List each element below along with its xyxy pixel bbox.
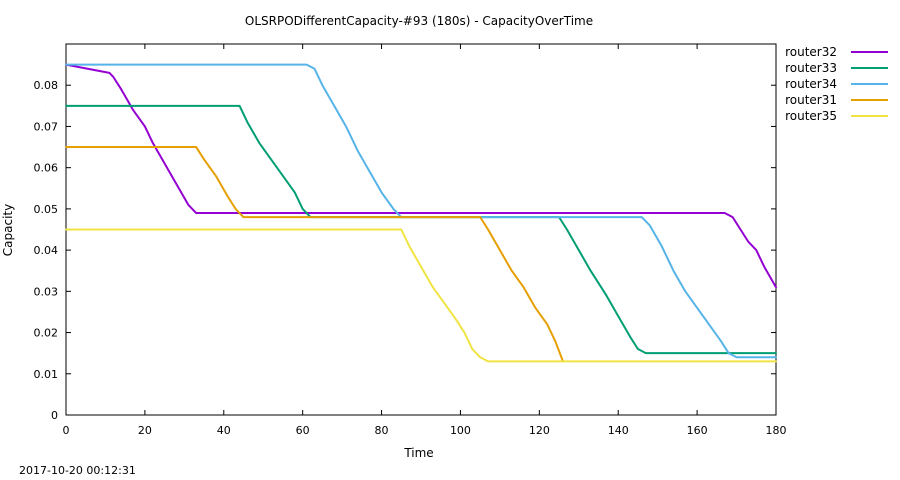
- y-tick-label: 0.07: [34, 120, 59, 133]
- y-tick-label: 0.08: [34, 79, 59, 92]
- series-layer: [65, 63, 777, 363]
- series-line-router34: [65, 63, 777, 359]
- x-tick-label: 120: [529, 424, 550, 437]
- x-axis: 0 20 40 60 80 100 120 140 160 180: [63, 44, 787, 437]
- y-axis-label: Capacity: [1, 204, 15, 256]
- x-tick-label: 20: [138, 424, 152, 437]
- y-tick-label: 0.05: [34, 203, 59, 216]
- y-tick-label: 0.01: [34, 368, 59, 381]
- series-line-router35: [65, 228, 777, 363]
- x-tick-label: 100: [450, 424, 471, 437]
- x-tick-label: 40: [217, 424, 231, 437]
- y-tick-label: 0.03: [34, 285, 59, 298]
- y-tick-label: 0.04: [34, 244, 59, 257]
- x-tick-label: 180: [766, 424, 787, 437]
- y-axis: 0 0.01 0.02 0.03 0.04 0.05 0.06 0.07 0.08: [34, 79, 776, 422]
- x-axis-label: Time: [403, 446, 433, 460]
- y-tick-label: 0.06: [34, 162, 59, 175]
- legend-label-router31: router31: [785, 93, 837, 107]
- x-tick-label: 140: [608, 424, 629, 437]
- timestamp-label: 2017-10-20 00:12:31: [19, 464, 136, 477]
- legend-label-router34: router34: [785, 77, 837, 91]
- legend-label-router35: router35: [785, 109, 837, 123]
- x-tick-label: 0: [63, 424, 70, 437]
- x-tick-label: 80: [375, 424, 389, 437]
- x-tick-label: 160: [687, 424, 708, 437]
- series-line-router31: [65, 146, 564, 363]
- legend: router32 router33 router34 router31 router35: [785, 45, 888, 123]
- x-tick-label: 60: [296, 424, 310, 437]
- chart-title: OLSRPODifferentCapacity-#93 (180s) - Cap…: [245, 14, 593, 28]
- legend-label-router33: router33: [785, 61, 837, 75]
- series-line-router32: [65, 63, 777, 289]
- legend-label-router32: router32: [785, 45, 837, 59]
- y-tick-label: 0.02: [34, 327, 59, 340]
- y-tick-label: 0: [51, 409, 58, 422]
